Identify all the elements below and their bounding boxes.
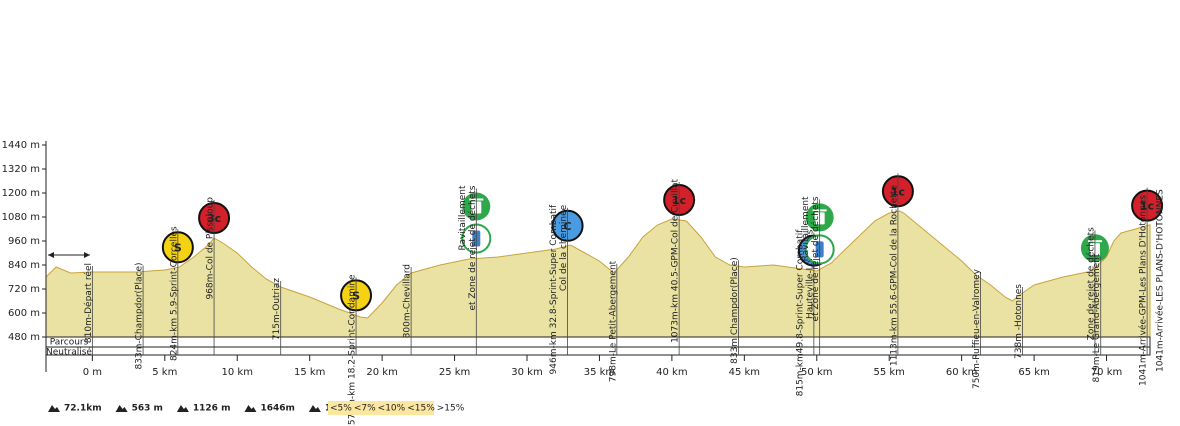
x-tick-label: 20 km (366, 367, 397, 378)
waypoint-label: 819m-Le Grand-Abergement (1092, 253, 1102, 382)
bottom-band (45, 336, 1151, 356)
neutral-label: Parcours (50, 338, 89, 348)
x-tick-label: 25 km (439, 367, 470, 378)
y-tick-label: 1080 m (2, 212, 40, 223)
legend-label: <7% (354, 404, 376, 414)
y-tick-label: 1320 m (2, 164, 40, 175)
stat-value: 563 m (132, 404, 163, 414)
x-tick-label: 55 km (873, 367, 904, 378)
waypoint-label: 1073m-km 40.5-GPM-Col de Cuvillat (671, 179, 681, 343)
finish-label: 1041m-Arrivée-LES PLANS-D'HOTONNES (1155, 189, 1166, 372)
stat-icon (244, 405, 257, 412)
stat-value: 1646m (260, 404, 294, 414)
legend-label: <10% (378, 404, 406, 414)
legend-label: <5% (330, 404, 352, 414)
stat-icon (115, 405, 128, 412)
waypoint-label: et Zone de rejet de déchets (810, 196, 821, 321)
waypoint-label: 750m-Ruffieu-en-Valromey (972, 268, 982, 389)
waypoint-label: Ravitaillement (801, 196, 811, 261)
x-tick-label: 45 km (729, 367, 760, 378)
stat-icon (48, 405, 60, 412)
y-tick-label: 600 m (8, 308, 40, 319)
x-tick-label: 60 km (946, 367, 977, 378)
y-tick-label: 960 m (8, 236, 40, 247)
neutral-label: Neutralisé (46, 347, 92, 358)
waypoint-label: 968m-Col de Pisseloup (206, 197, 216, 300)
stat-icon (176, 405, 189, 412)
y-tick-label: 480 m (8, 332, 40, 343)
stat-icon (308, 405, 321, 412)
waypoint-label: Ravitaillement (458, 185, 468, 250)
waypoint-label: Hauteville-Lompnès (804, 229, 815, 319)
x-tick-label: 15 km (294, 367, 325, 378)
waypoint-label: 715m-Outriaz (272, 278, 282, 340)
legend-label: >15% (437, 404, 465, 414)
waypoint-label: et Zone de rejet de déchets (467, 185, 478, 310)
x-tick-label: 5 km (152, 367, 177, 378)
x-tick-label: 35 km (584, 367, 615, 378)
waypoint-label: 800m-Chevillard (403, 264, 413, 338)
x-tick-label: 40 km (656, 367, 687, 378)
y-tick-label: 840 m (8, 260, 40, 271)
stat-value: 72.1km (64, 404, 102, 414)
waypoint-label: 815m-km49.8-Sprint-Super Combatif (795, 229, 805, 397)
x-tick-label: 65 km (1018, 367, 1049, 378)
waypoint-label: 833m-Champdor(Place) (135, 263, 145, 370)
waypoint-label: Col de la cheminée (558, 204, 569, 291)
waypoint-label: 1041m-Arrivée-GPM-Les Plans D'Hotonnes (1138, 195, 1149, 386)
waypoint-label: 1113m-km 55.6-GPM-Col de la Rochette (889, 185, 899, 367)
waypoint-label: 824m-km 5.9-Sprint-Corcelles (169, 226, 179, 361)
waypoint-label: 946m-km 32.8-Sprint-Super Combatif (549, 204, 559, 374)
waypoint-label: 798m-Le Petit-Abergement (608, 260, 618, 382)
waypoint-label: 738m -Hotonnes (1014, 284, 1024, 359)
x-tick-label: 70 km (1091, 367, 1122, 378)
x-tick-label: 0 m (83, 367, 102, 378)
waypoint-label: 833m Champdor(Place) (730, 257, 740, 364)
legend-bg (328, 401, 434, 415)
waypoint-label: Zone de rejet de déchets (1085, 227, 1096, 340)
x-tick-label: 30 km (511, 367, 542, 378)
stat-value: 1126 m (193, 404, 231, 414)
y-tick-label: 1200 m (2, 188, 40, 199)
y-tick-label: 720 m (8, 284, 40, 295)
y-tick-label: 1440 m (2, 140, 40, 151)
x-tick-label: 50 km (801, 367, 832, 378)
legend-label: <15% (407, 404, 435, 414)
waypoint-label: 572m-km 18.2-Sprint-Condamine (348, 274, 358, 425)
x-tick-label: 10 km (222, 367, 253, 378)
waypoint-label: 810m-Départ réel (83, 263, 94, 343)
